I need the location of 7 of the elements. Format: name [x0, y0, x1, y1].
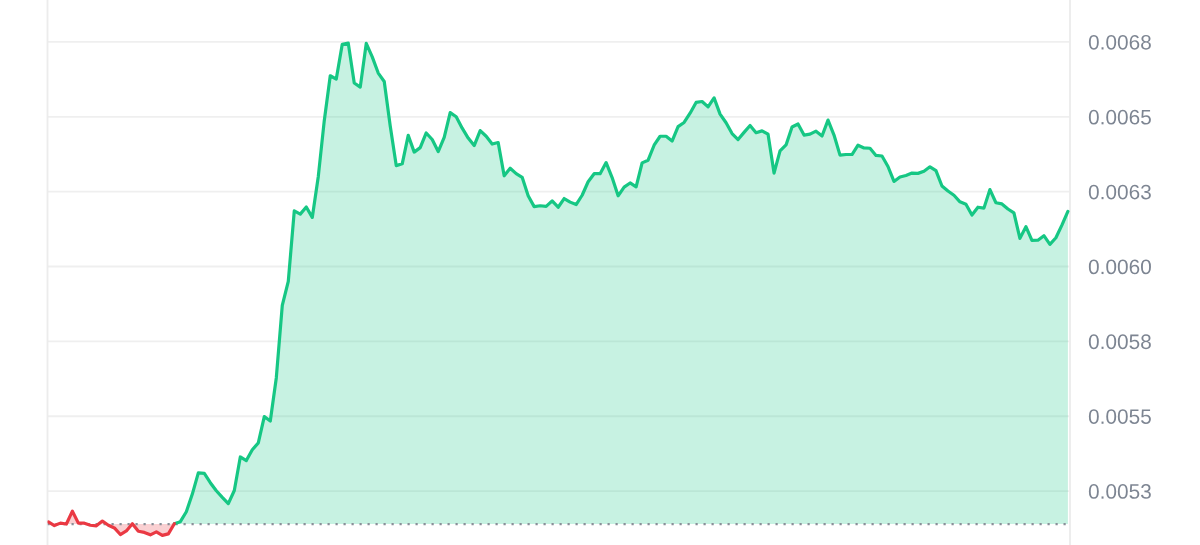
y-tick-label: 0.0063 [1088, 184, 1151, 200]
y-tick-label: 0.0055 [1088, 409, 1151, 424]
y-tick-label: 0.0068 [1088, 34, 1151, 50]
y-tick-label: 0.0058 [1088, 334, 1151, 350]
y-tick-label: 0.0060 [1088, 259, 1151, 275]
y-tick-label: 0.0053 [1088, 484, 1151, 499]
y-tick-label: 0.0065 [1088, 109, 1151, 125]
